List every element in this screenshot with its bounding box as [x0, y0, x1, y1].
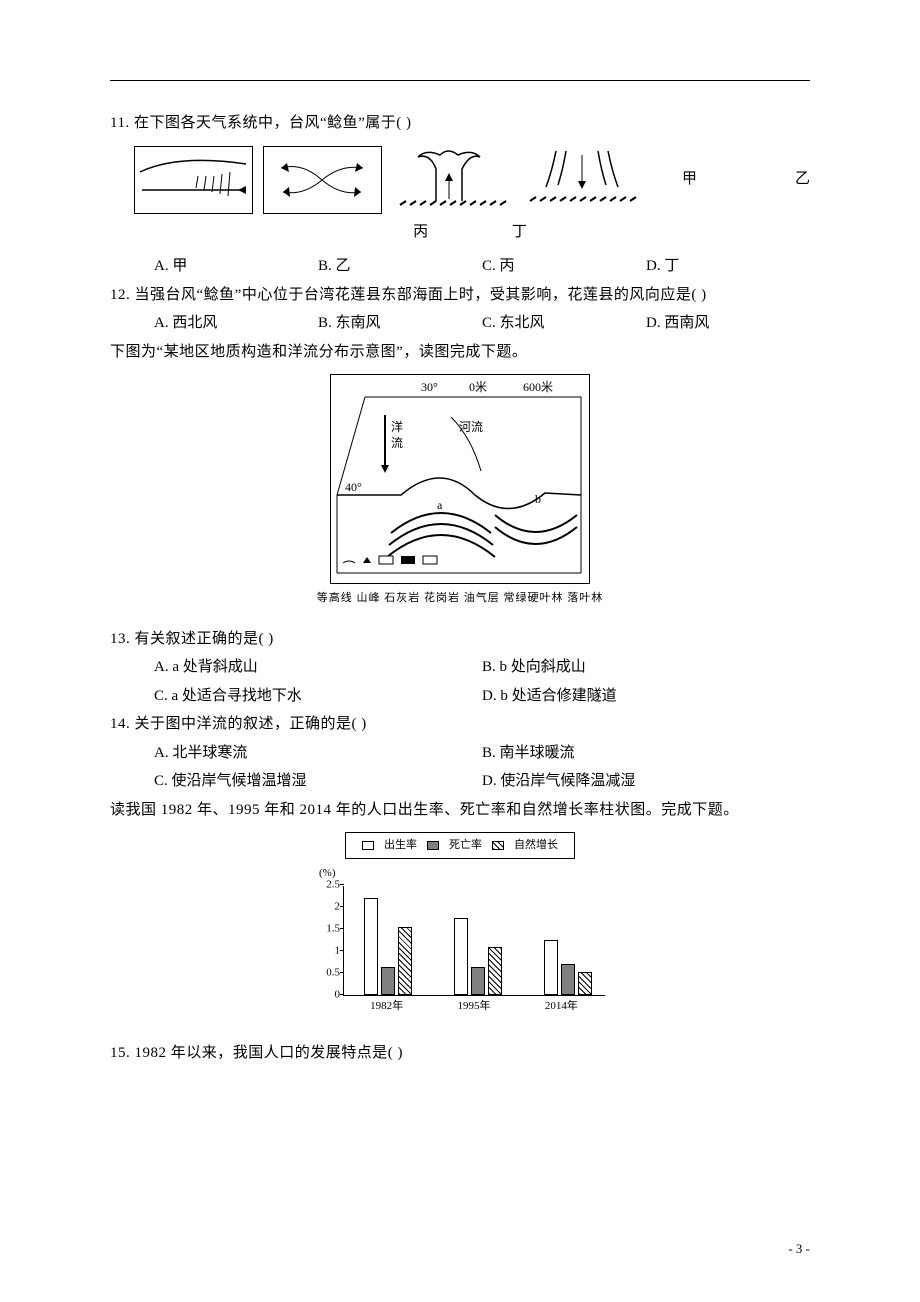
q13-opt-c: C. a 处适合寻找地下水	[154, 682, 482, 711]
lbl-a: a	[437, 498, 443, 512]
bar-growth	[488, 947, 502, 995]
legend-sw-death	[427, 841, 439, 850]
x-labels: 1982年1995年2014年	[343, 996, 605, 1017]
labels-bing-ding: 丙 丁	[110, 218, 810, 247]
q11-options: A. 甲 B. 乙 C. 丙 D. 丁	[110, 252, 810, 281]
front-icon	[138, 150, 248, 210]
y-tick: 0	[316, 985, 340, 1006]
q11-opt-a: A. 甲	[154, 252, 318, 281]
q11-opt-d: D. 丁	[646, 252, 810, 281]
bar-growth	[578, 972, 592, 995]
geology-legend: 等高线 山峰 石灰岩 花岗岩 油气层 常绿硬叶林 落叶林	[110, 588, 810, 609]
q14-num: 14.	[110, 716, 130, 732]
q11-text: 在下图各天气系统中，台风“鲶鱼”属于( )	[134, 115, 412, 131]
y-tick: 1	[316, 941, 340, 962]
page-number: - 3 -	[788, 1237, 810, 1262]
legend-sw-birth	[362, 841, 374, 850]
intro2: 读我国 1982 年、1995 年和 2014 年的人口出生率、死亡率和自然增长…	[110, 796, 810, 825]
lbl-ocean1: 洋	[391, 419, 403, 434]
q11: 11. 在下图各天气系统中，台风“鲶鱼”属于( )	[110, 109, 810, 138]
q11-num: 11.	[110, 115, 130, 131]
chart-legend: 出生率 死亡率 自然增长	[345, 832, 575, 859]
lbl-0m: 0米	[469, 380, 487, 394]
convection-icon	[392, 147, 512, 213]
q14-opt-d: D. 使沿岸气候降温减湿	[482, 767, 810, 796]
intro1: 下图为“某地区地质构造和洋流分布示意图”，读图完成下题。	[110, 338, 810, 367]
bar-death	[471, 967, 485, 996]
q12-opt-c: C. 东北风	[482, 309, 646, 338]
q13-text: 有关叙述正确的是( )	[135, 631, 274, 647]
lbl-ocean2: 流	[391, 436, 403, 450]
weather-diagram-ding	[522, 146, 642, 214]
q14-options: A. 北半球寒流 B. 南半球暖流 C. 使沿岸气候增温增湿 D. 使沿岸气候降…	[110, 739, 810, 796]
bar-death	[381, 967, 395, 996]
bar-death	[561, 964, 575, 996]
q15: 15. 1982 年以来，我国人口的发展特点是( )	[110, 1039, 810, 1068]
q14-opt-b: B. 南半球暖流	[482, 739, 810, 768]
q12-opt-b: B. 东南风	[318, 309, 482, 338]
geology-svg: 30° 0米 600米 洋 流 河流 40° a b	[331, 375, 589, 583]
weather-diagram-jia	[134, 146, 253, 214]
q14-text: 关于图中洋流的叙述，正确的是( )	[135, 716, 367, 732]
legend-death: 死亡率	[449, 835, 482, 856]
bar-group	[364, 898, 412, 995]
chart-area: 00.511.522.5	[343, 886, 605, 996]
q12: 12. 当强台风“鲶鱼”中心位于台湾花莲县东部海面上时，受其影响，花莲县的风向应…	[110, 281, 810, 310]
lbl-30: 30°	[421, 380, 438, 394]
y-unit: (%)	[319, 863, 605, 884]
bar-birth	[544, 940, 558, 995]
geology-diagram: 30° 0米 600米 洋 流 河流 40° a b	[330, 374, 590, 584]
weather-diagram-bing	[392, 146, 512, 214]
lbl-40: 40°	[345, 480, 362, 494]
bar-group	[454, 918, 502, 995]
q14-opt-c: C. 使沿岸气候增温增湿	[154, 767, 482, 796]
q12-text: 当强台风“鲶鱼”中心位于台湾花莲县东部海面上时，受其影响，花莲县的风向应是( )	[135, 287, 707, 303]
y-tick: 1.5	[316, 919, 340, 940]
legend-sw-growth	[492, 841, 504, 850]
lbl-b: b	[535, 492, 541, 506]
q13-options: A. a 处背斜成山 B. b 处向斜成山 C. a 处适合寻找地下水 D. b…	[110, 653, 810, 710]
q11-diagrams: 甲 乙	[110, 146, 810, 214]
q11-opt-c: C. 丙	[482, 252, 646, 281]
bar-birth	[454, 918, 468, 995]
x-label: 1995年	[430, 996, 517, 1017]
y-tick: 2	[316, 897, 340, 918]
q13: 13. 有关叙述正确的是( )	[110, 625, 810, 654]
y-tick: 2.5	[316, 875, 340, 896]
legend-birth: 出生率	[384, 835, 417, 856]
q12-num: 12.	[110, 287, 130, 303]
y-tick: 0.5	[316, 963, 340, 984]
q15-num: 15.	[110, 1045, 130, 1061]
label-jia: 甲	[682, 165, 697, 194]
population-chart: 出生率 死亡率 自然增长 (%) 00.511.522.5 1982年1995年…	[315, 832, 605, 1017]
bar-growth	[398, 927, 412, 995]
q12-opt-a: A. 西北风	[154, 309, 318, 338]
bar-group	[544, 940, 592, 995]
weather-diagram-yi	[263, 146, 382, 214]
bar-birth	[364, 898, 378, 995]
cyclone-plan-icon	[267, 150, 377, 210]
top-divider	[110, 80, 810, 81]
x-label: 1982年	[343, 996, 430, 1017]
q11-opt-b: B. 乙	[318, 252, 482, 281]
q13-opt-b: B. b 处向斜成山	[482, 653, 810, 682]
legend-growth: 自然增长	[514, 835, 558, 856]
q15-text: 1982 年以来，我国人口的发展特点是( )	[135, 1045, 404, 1061]
q12-options: A. 西北风 B. 东南风 C. 东北风 D. 西南风	[110, 309, 810, 338]
lbl-600m: 600米	[523, 380, 553, 394]
q14: 14. 关于图中洋流的叙述，正确的是( )	[110, 710, 810, 739]
q12-opt-d: D. 西南风	[646, 309, 810, 338]
q13-opt-d: D. b 处适合修建隧道	[482, 682, 810, 711]
q14-opt-a: A. 北半球寒流	[154, 739, 482, 768]
label-yi: 乙	[795, 165, 810, 194]
x-label: 2014年	[518, 996, 605, 1017]
q13-num: 13.	[110, 631, 130, 647]
lbl-river: 河流	[459, 420, 483, 434]
q13-opt-a: A. a 处背斜成山	[154, 653, 482, 682]
subsidence-icon	[522, 147, 642, 213]
